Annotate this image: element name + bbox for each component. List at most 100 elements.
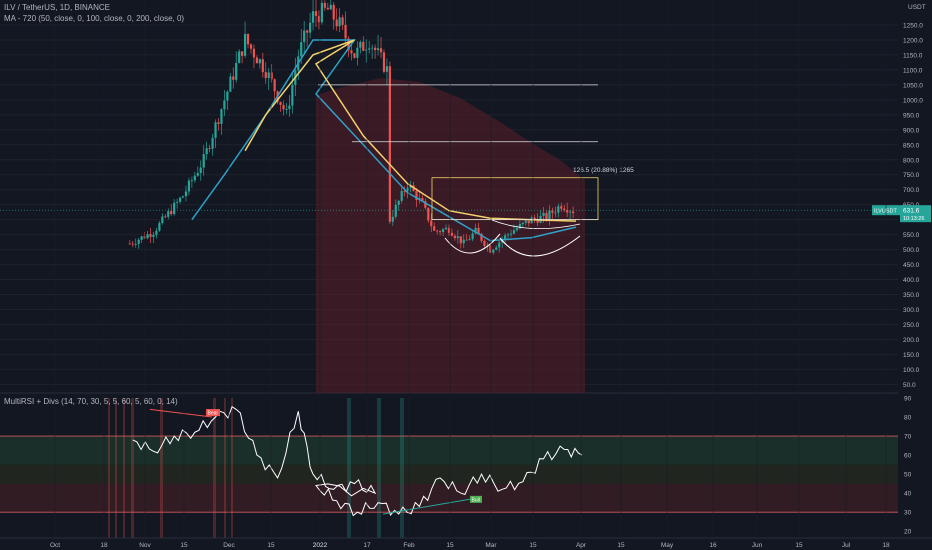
- candle-body: [223, 100, 226, 110]
- bear-divergence-label: Bear: [208, 411, 219, 417]
- candle-body: [533, 217, 536, 220]
- candle-body: [241, 51, 244, 56]
- candle-body: [545, 213, 548, 220]
- candle-body: [314, 11, 318, 16]
- rsi-tick-label: 80: [904, 415, 912, 422]
- rsi-line: [132, 405, 583, 517]
- candle-body: [178, 197, 182, 202]
- candle-body: [217, 122, 220, 124]
- candle-body: [258, 59, 261, 64]
- ma100-line: [244, 39, 577, 222]
- candle-body: [220, 109, 223, 124]
- price-tick-label: 1150.0: [903, 52, 923, 59]
- bear-label-box: [206, 409, 220, 417]
- candle-body: [474, 227, 477, 234]
- rsi-overbought-band: [0, 436, 898, 465]
- price-tick-label: 700.0: [903, 187, 920, 194]
- candle-body: [317, 15, 321, 23]
- candle-body: [374, 47, 377, 51]
- candle-body: [270, 72, 273, 80]
- price-tick-label: 350.0: [903, 292, 920, 299]
- candle-body: [512, 230, 516, 234]
- candle-body: [205, 148, 208, 155]
- price-tick-label: 1000.0: [903, 97, 923, 104]
- candle-body: [453, 235, 456, 239]
- candle-body: [238, 51, 241, 63]
- candle-body: [288, 105, 291, 110]
- time-axis-label: Mar: [485, 542, 497, 549]
- candle-body: [409, 185, 412, 188]
- candle-body: [184, 191, 188, 197]
- candle-body: [285, 109, 288, 110]
- candle-body: [430, 220, 433, 227]
- candle-body: [350, 50, 353, 54]
- time-axis-label: Dec: [223, 542, 235, 549]
- candle-body: [566, 210, 569, 213]
- candle-body: [524, 220, 527, 223]
- measure-label: 126.5 (20.88%) 1265: [573, 167, 634, 174]
- time-axis-label: 15: [529, 542, 537, 549]
- candle-body: [400, 190, 403, 201]
- candle-body: [403, 190, 406, 192]
- countdown-value: 10:13:26: [903, 216, 924, 222]
- last-price-tag: [900, 205, 931, 223]
- bear-divergence-line: [149, 408, 213, 418]
- candle-body: [376, 48, 380, 51]
- candle-body: [406, 187, 409, 192]
- price-tick-label: 750.0: [903, 172, 920, 179]
- rsi-tick-label: 30: [904, 510, 912, 517]
- time-axis-label: 15: [617, 542, 625, 549]
- candle-body: [134, 243, 137, 245]
- candle-body: [489, 245, 492, 253]
- candle-body: [548, 210, 551, 220]
- rsi-signal-stripe: [115, 398, 117, 538]
- rsi-mid-band: [0, 464, 898, 484]
- candle-body: [158, 222, 161, 231]
- time-axis-label: Jul: [842, 542, 851, 549]
- candle-body: [143, 236, 146, 239]
- candle-body: [433, 226, 436, 231]
- price-tick-label: 900.0: [903, 127, 920, 134]
- candle-body: [279, 101, 282, 105]
- rsi-signal-stripe: [213, 398, 216, 538]
- candle-body: [515, 228, 519, 231]
- candle-body: [267, 72, 270, 78]
- price-tick-label: 300.0: [903, 307, 920, 314]
- candle-body: [196, 173, 199, 176]
- bull-divergence-label: Bull: [472, 497, 480, 503]
- candle-body: [300, 42, 303, 57]
- candle-body: [338, 17, 341, 27]
- candle-body: [441, 229, 445, 233]
- candle-body: [465, 239, 468, 241]
- rsi-signal-stripe: [131, 398, 134, 538]
- price-tick-label: 250.0: [903, 322, 920, 329]
- rsi-tick-label: 60: [904, 453, 912, 460]
- time-axis-label: 18: [882, 542, 890, 549]
- rsi-tick-label: 50: [904, 472, 912, 479]
- candle-body: [379, 48, 383, 53]
- candle-body: [353, 53, 356, 58]
- candle-body: [527, 220, 530, 224]
- candle-body: [246, 34, 250, 45]
- candle-body: [208, 148, 211, 149]
- candle-body: [323, 2, 326, 8]
- candle-body: [152, 234, 155, 237]
- candle-body: [306, 30, 309, 33]
- candle-body: [226, 91, 229, 101]
- price-tick-label: 400.0: [903, 277, 920, 284]
- symbol-title: ILV / TetherUS, 1D, BINANCE: [4, 3, 110, 12]
- candle-body: [521, 222, 524, 225]
- price-tick-label: 450.0: [903, 262, 920, 269]
- rsi-signal-stripe: [108, 398, 110, 538]
- candle-body: [480, 233, 483, 241]
- candle-body: [335, 19, 338, 27]
- candle-body: [468, 239, 471, 241]
- candle-body: [554, 212, 557, 214]
- time-axis-label: 18: [100, 542, 108, 549]
- candle-body: [362, 41, 365, 51]
- time-axis-label: 15: [795, 542, 803, 549]
- rsi-tick-label: 20: [904, 529, 912, 536]
- candle-body: [397, 200, 400, 205]
- left-shoulder-arc: [444, 233, 501, 254]
